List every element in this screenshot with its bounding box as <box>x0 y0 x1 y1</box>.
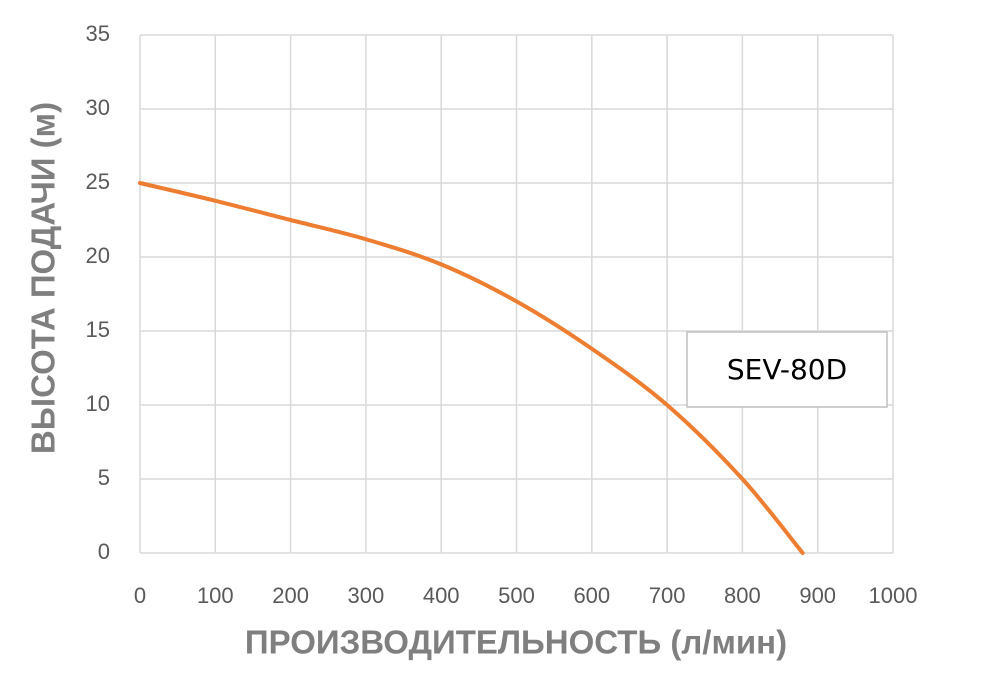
x-tick-label: 100 <box>197 583 234 608</box>
x-tick-label: 1000 <box>869 583 918 608</box>
y-tick-label: 5 <box>98 465 110 490</box>
y-tick-label: 15 <box>86 317 110 342</box>
y-tick-label: 20 <box>86 243 110 268</box>
y-tick-label: 25 <box>86 169 110 194</box>
legend-box <box>686 331 888 408</box>
x-tick-label: 200 <box>272 583 309 608</box>
y-tick-label: 35 <box>86 21 110 46</box>
x-tick-label: 700 <box>649 583 686 608</box>
y-tick-label: 0 <box>98 539 110 564</box>
x-tick-label: 400 <box>423 583 460 608</box>
x-tick-label: 300 <box>348 583 385 608</box>
x-axis-title: ПРОИЗВОДИТЕЛЬНОСТЬ (л/мин) <box>245 624 787 661</box>
y-tick-label: 10 <box>86 391 110 416</box>
x-tick-label: 800 <box>724 583 761 608</box>
y-tick-label: 30 <box>86 95 110 120</box>
legend-entry: SEV-80D <box>727 353 847 386</box>
x-tick-label: 0 <box>134 583 146 608</box>
x-tick-label: 600 <box>573 583 610 608</box>
line-series <box>138 181 805 555</box>
x-tick-label: 900 <box>799 583 836 608</box>
y-axis-title: ВЫСОТА ПОДАЧИ (м) <box>25 102 62 454</box>
x-tick-label: 500 <box>498 583 535 608</box>
